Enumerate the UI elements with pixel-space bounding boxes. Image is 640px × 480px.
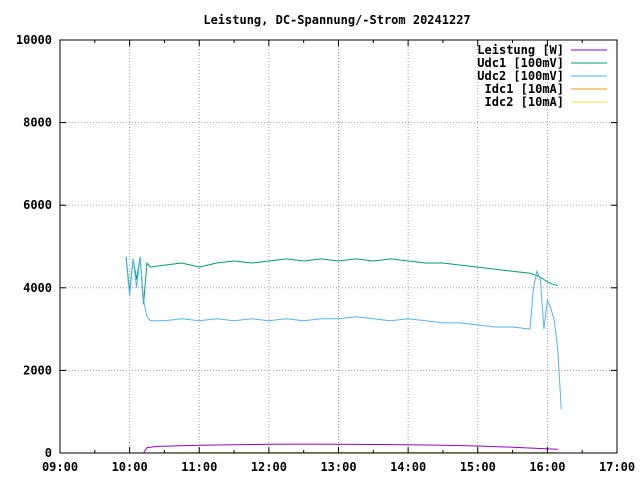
- x-tick-label: 09:00: [42, 460, 78, 474]
- x-tick-label: 10:00: [112, 460, 148, 474]
- y-tick-label: 6000: [23, 198, 52, 212]
- legend-label-3: Idc1 [10mA]: [485, 82, 564, 96]
- x-tick-label: 17:00: [599, 460, 635, 474]
- y-tick-label: 10000: [16, 33, 52, 47]
- tick-layer: 09:00 10:00 11:00 12:00 13:00 14:00 15:00 16:00…: [16, 33, 635, 474]
- series-line-2: [125, 256, 562, 410]
- y-tick-label: 4000: [23, 281, 52, 295]
- x-tick-label: 12:00: [251, 460, 287, 474]
- y-tick-label: 2000: [23, 363, 52, 377]
- legend-label-0: Leistung [W]: [477, 43, 564, 57]
- x-tick-label: 11:00: [181, 460, 217, 474]
- legend: Leistung [W]Udc1 [100mV]Udc2 [100mV]Idc1…: [477, 43, 607, 109]
- x-tick-label: 14:00: [390, 460, 426, 474]
- chart-title: Leistung, DC-Spannung/-Strom 20241227: [203, 13, 470, 27]
- x-tick-label: 15:00: [460, 460, 496, 474]
- legend-label-2: Udc2 [100mV]: [477, 69, 564, 83]
- legend-label-1: Udc1 [100mV]: [477, 56, 564, 70]
- legend-label-4: Idc2 [10mA]: [485, 95, 564, 109]
- x-tick-label: 16:00: [529, 460, 565, 474]
- series-line-0: [143, 443, 558, 454]
- y-tick-label: 8000: [23, 116, 52, 130]
- y-tick-label: 0: [45, 446, 52, 460]
- x-tick-label: 13:00: [320, 460, 356, 474]
- series-line-1: [125, 256, 558, 305]
